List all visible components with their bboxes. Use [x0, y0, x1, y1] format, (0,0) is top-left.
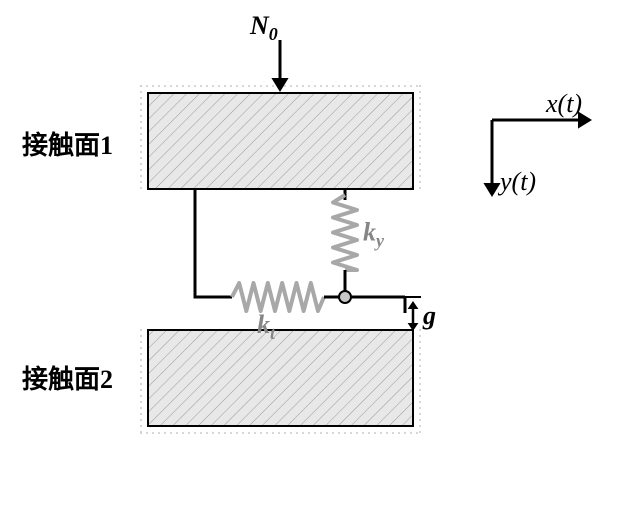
surface1-label: 接触面1	[22, 131, 113, 160]
gap-label: g	[422, 301, 436, 330]
surface2-label: 接触面2	[22, 365, 113, 394]
spring-kt	[232, 283, 324, 311]
kt-label: kt	[257, 310, 276, 343]
node-point	[339, 291, 351, 303]
axis-x-label: x(t)	[545, 89, 582, 118]
wire-left	[195, 189, 232, 297]
diagram-figure: 接触面1 接触面2 N0 x(t) y(t) ky kt g	[0, 0, 622, 508]
ky-label: ky	[363, 218, 385, 251]
N0-label: N0	[249, 11, 278, 44]
axis-y-label: y(t)	[497, 167, 536, 196]
spring-ky	[333, 195, 357, 270]
